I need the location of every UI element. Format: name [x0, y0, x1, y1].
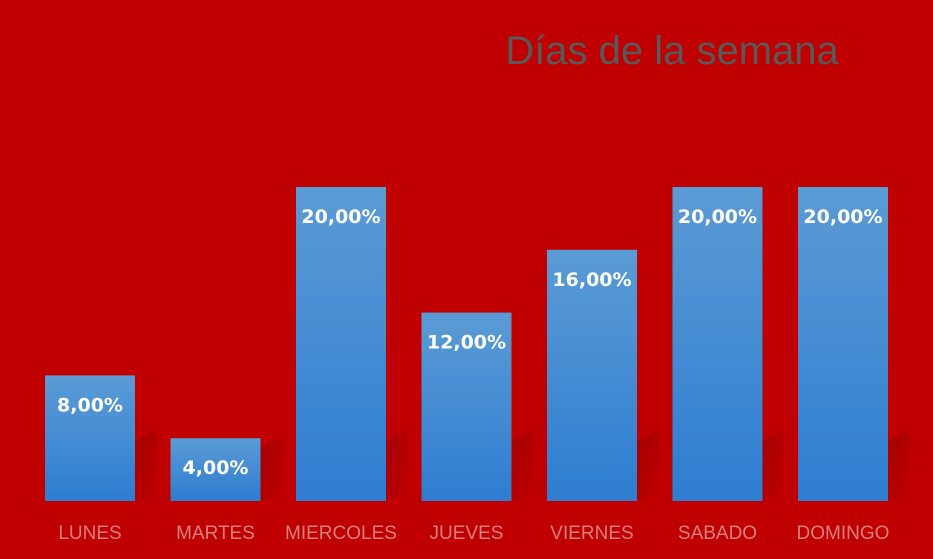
x-tick-label-jueves: JUEVES [430, 523, 504, 544]
x-tick-label-martes: MARTES [176, 523, 255, 544]
x-tick-label-sabado: SABADO [678, 523, 757, 544]
data-labels: 8,00% 4,00% 20,00% 12,00% 16,00% 20,00% 20,00% [57, 206, 883, 479]
bar-viernes [547, 249, 637, 501]
data-label-domingo: 20,00% [803, 206, 882, 228]
bar-lunes [45, 375, 135, 501]
bar-miercoles [296, 187, 386, 501]
bar-shadow-lunes [135, 429, 157, 501]
x-tick-label-lunes: LUNES [58, 523, 121, 544]
bar-shadow-viernes [637, 429, 659, 501]
data-label-martes: 4,00% [183, 457, 249, 479]
x-axis-tick-labels: LUNES MARTES MIERCOLES JUEVES VIERNES SABADO D… [58, 523, 889, 544]
x-tick-label-miercoles: MIERCOLES [285, 523, 397, 544]
data-label-lunes: 8,00% [57, 394, 123, 416]
bar-jueves [421, 312, 512, 501]
bar-shadow-sabado [762, 429, 785, 501]
bar-shadow-jueves [511, 429, 534, 501]
data-label-viernes: 16,00% [552, 269, 631, 291]
bar-martes [170, 438, 261, 501]
bar-shadow-domingo [888, 429, 910, 501]
bars [45, 187, 888, 501]
bar-sabado [672, 187, 763, 501]
data-label-jueves: 12,00% [427, 332, 506, 354]
bar-shadow-martes [260, 436, 283, 501]
bar-shadows [135, 429, 910, 501]
data-label-sabado: 20,00% [678, 206, 757, 228]
x-tick-label-viernes: VIERNES [550, 523, 633, 544]
bar-shadow-miercoles [386, 429, 408, 501]
bar-domingo [798, 187, 888, 501]
chart-title: Días de la semana [505, 29, 839, 73]
data-label-miercoles: 20,00% [301, 206, 380, 228]
x-tick-label-domingo: DOMINGO [797, 523, 890, 544]
